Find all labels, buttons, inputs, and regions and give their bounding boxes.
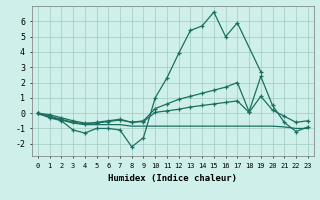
X-axis label: Humidex (Indice chaleur): Humidex (Indice chaleur)	[108, 174, 237, 184]
